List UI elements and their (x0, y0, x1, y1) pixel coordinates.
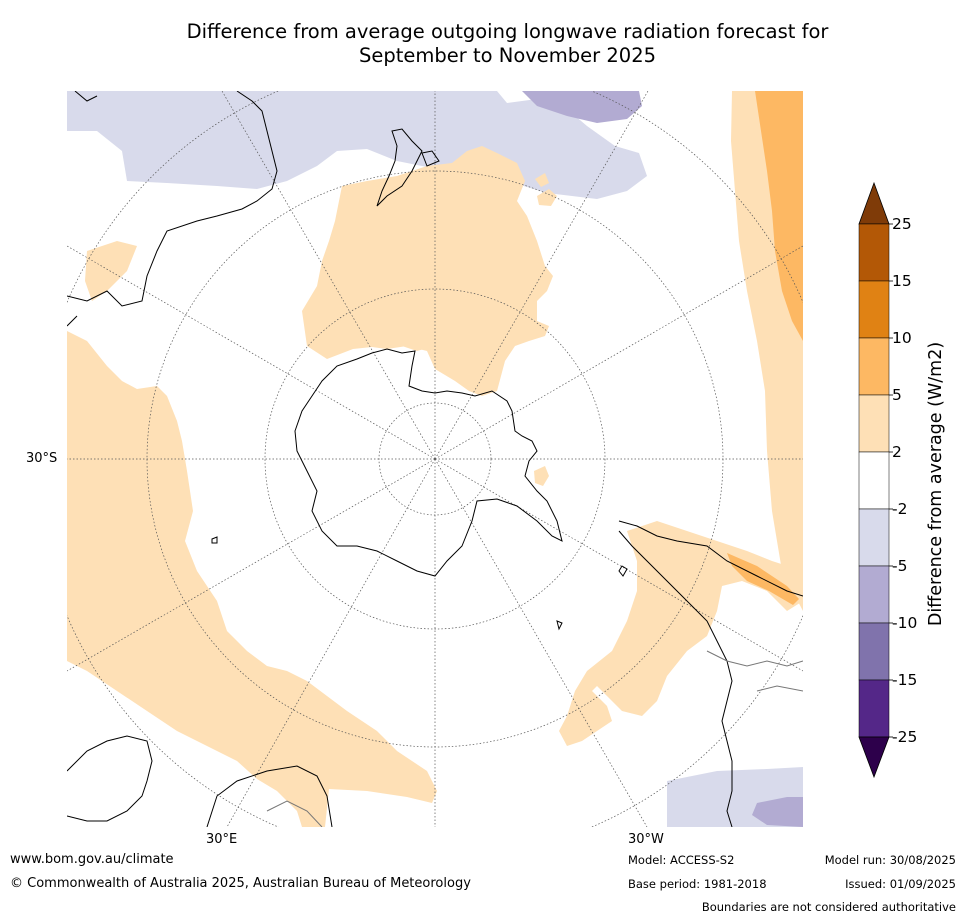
colorbar-swatch-b5_10 (858, 337, 890, 396)
anomaly-region-pos2-pacific (302, 146, 553, 396)
anomaly-region-neg5-south (752, 797, 803, 827)
colorbar-swatch-b10_15 (858, 280, 890, 339)
anomaly-region-pos2-africa (85, 241, 137, 301)
colorbar-swatch-bm15_m10 (858, 622, 890, 681)
footer-base-period: Base period: 1981-2018 (628, 877, 767, 891)
admin-boundaries (266, 650, 803, 827)
colorbar-swatch-bm5_m2 (858, 508, 890, 567)
colorbar-swatch-b2_5 (858, 394, 890, 453)
anomaly-region-pos5 (755, 91, 803, 341)
colorbar-swatch-neutral (858, 451, 890, 510)
colorbar-extend-under (858, 736, 890, 779)
colorbar-tick-label: -5 (892, 557, 908, 575)
anomaly-region-pos2-samerica (559, 521, 803, 746)
coastline-islands (74, 91, 628, 631)
colorbar-swatch-bm10_m5 (858, 565, 890, 624)
colorbar-tick-label: 5 (892, 386, 902, 404)
anomaly-region-pos2-patch (534, 466, 549, 486)
colorbar-swatch-b15_25 (858, 223, 890, 282)
colorbar-tick-label: 25 (892, 215, 912, 233)
colorbar-tick-label: 2 (892, 443, 902, 461)
anomaly-region-pos2-west (67, 331, 437, 827)
coastline-africa (67, 735, 333, 827)
footer-copyright: © Commonwealth of Australia 2025, Austra… (10, 876, 471, 891)
colorbar-tick-label: -25 (892, 728, 918, 746)
colorbar (858, 181, 893, 779)
coastline-samerica (618, 520, 803, 827)
coastline-nz (376, 128, 440, 207)
colorbar-tick-label: 10 (892, 329, 912, 347)
footer-model-run: Model run: 30/08/2025 (824, 853, 956, 867)
colorbar-tick-label: -15 (892, 671, 918, 689)
footer-issued: Issued: 01/09/2025 (845, 877, 956, 891)
colorbar-extend-over (858, 181, 890, 225)
colorbar-title: Difference from average (W/m2) (926, 341, 946, 627)
anomaly-region-neg5 (522, 91, 642, 123)
graticule (67, 91, 803, 827)
coastlines (67, 91, 803, 827)
title-line-2: September to November 2025 (358, 44, 657, 67)
footer-model: Model: ACCESS-S2 (628, 853, 735, 867)
footer-url[interactable]: www.bom.gov.au/climate (10, 852, 174, 867)
coastline-australia (67, 91, 278, 327)
colorbar-swatch-bm25_m15 (858, 679, 890, 738)
polar-map-svg (67, 91, 803, 827)
lat-label-30s: 30°S (26, 451, 58, 466)
polar-map (67, 91, 803, 827)
colorbar-tick-label: 15 (892, 272, 912, 290)
title-line-1: Difference from average outgoing longwav… (186, 20, 829, 43)
coastline-antarctica (294, 348, 563, 577)
map-title: Difference from average outgoing longwav… (0, 20, 965, 68)
footer-disclaimer: Boundaries are not considered authoritat… (701, 900, 956, 914)
colorbar-tick-label: -10 (892, 614, 918, 632)
colorbar-tick-label: -2 (892, 500, 908, 518)
lon-label-30w: 30°W (628, 832, 664, 847)
lon-label-30e: 30°E (206, 832, 238, 847)
